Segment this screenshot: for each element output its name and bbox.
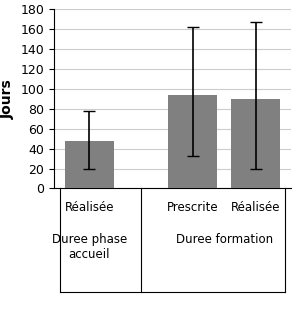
- Text: Réalisée: Réalisée: [65, 201, 114, 214]
- Text: Réalisée: Réalisée: [231, 201, 280, 214]
- Text: Prescrite: Prescrite: [167, 201, 218, 214]
- Bar: [168, 95, 218, 188]
- Y-axis label: Jours: Jours: [1, 79, 15, 119]
- Text: Duree phase
accueil: Duree phase accueil: [52, 233, 127, 261]
- Bar: [231, 99, 280, 188]
- Text: Duree formation: Duree formation: [176, 233, 273, 246]
- Bar: [65, 141, 114, 188]
